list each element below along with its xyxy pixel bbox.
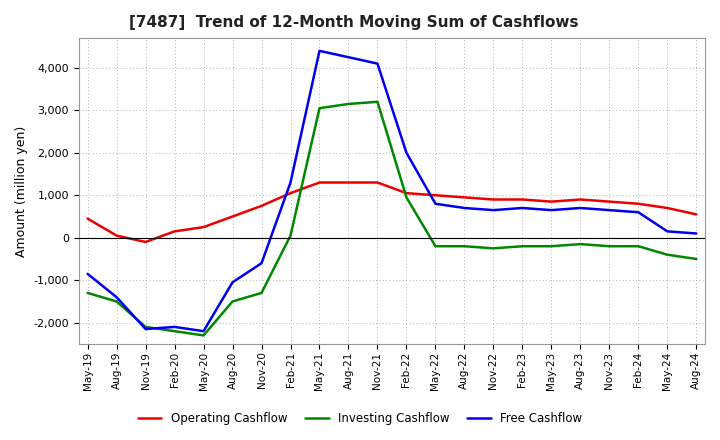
Investing Cashflow [257,290,266,296]
Investing Cashflow [605,244,613,249]
Investing Cashflow [112,299,121,304]
Operating Cashflow [286,191,294,196]
Operating Cashflow [634,201,643,206]
Free Cashflow [141,326,150,332]
Investing Cashflow [547,244,556,249]
Operating Cashflow [576,197,585,202]
Investing Cashflow [199,333,208,338]
Free Cashflow [84,271,92,276]
Investing Cashflow [576,242,585,247]
Free Cashflow [431,201,440,206]
Investing Cashflow [228,299,237,304]
Operating Cashflow [518,197,527,202]
Operating Cashflow [112,233,121,238]
Free Cashflow [112,294,121,300]
Free Cashflow [692,231,701,236]
Operating Cashflow [605,199,613,204]
Free Cashflow [199,329,208,334]
Investing Cashflow [170,329,179,334]
Free Cashflow [489,208,498,213]
Investing Cashflow [518,244,527,249]
Investing Cashflow [460,244,469,249]
Investing Cashflow [84,290,92,296]
Operating Cashflow [84,216,92,221]
Line: Operating Cashflow: Operating Cashflow [88,183,696,242]
Investing Cashflow [286,233,294,238]
Free Cashflow [286,180,294,185]
Investing Cashflow [402,195,411,200]
Operating Cashflow [170,229,179,234]
Operating Cashflow [489,197,498,202]
Operating Cashflow [315,180,324,185]
Line: Free Cashflow: Free Cashflow [88,51,696,331]
Operating Cashflow [344,180,353,185]
Investing Cashflow [373,99,382,104]
Investing Cashflow [663,252,672,257]
Operating Cashflow [141,239,150,245]
Free Cashflow [547,208,556,213]
Y-axis label: Amount (million yen): Amount (million yen) [15,125,28,257]
Investing Cashflow [634,244,643,249]
Text: [7487]  Trend of 12-Month Moving Sum of Cashflows: [7487] Trend of 12-Month Moving Sum of C… [129,15,578,30]
Free Cashflow [663,229,672,234]
Operating Cashflow [460,195,469,200]
Investing Cashflow [489,246,498,251]
Operating Cashflow [692,212,701,217]
Investing Cashflow [431,244,440,249]
Free Cashflow [344,55,353,60]
Operating Cashflow [199,224,208,230]
Free Cashflow [373,61,382,66]
Free Cashflow [257,260,266,266]
Free Cashflow [228,280,237,285]
Free Cashflow [518,205,527,211]
Investing Cashflow [344,101,353,106]
Free Cashflow [605,208,613,213]
Operating Cashflow [373,180,382,185]
Legend: Operating Cashflow, Investing Cashflow, Free Cashflow: Operating Cashflow, Investing Cashflow, … [133,407,587,430]
Free Cashflow [315,48,324,54]
Investing Cashflow [692,257,701,262]
Free Cashflow [402,150,411,155]
Operating Cashflow [663,205,672,211]
Operating Cashflow [431,193,440,198]
Line: Investing Cashflow: Investing Cashflow [88,102,696,335]
Operating Cashflow [547,199,556,204]
Free Cashflow [576,205,585,211]
Free Cashflow [170,324,179,330]
Free Cashflow [634,209,643,215]
Investing Cashflow [141,324,150,330]
Operating Cashflow [228,214,237,219]
Investing Cashflow [315,106,324,111]
Free Cashflow [460,205,469,211]
Operating Cashflow [402,191,411,196]
Operating Cashflow [257,203,266,209]
